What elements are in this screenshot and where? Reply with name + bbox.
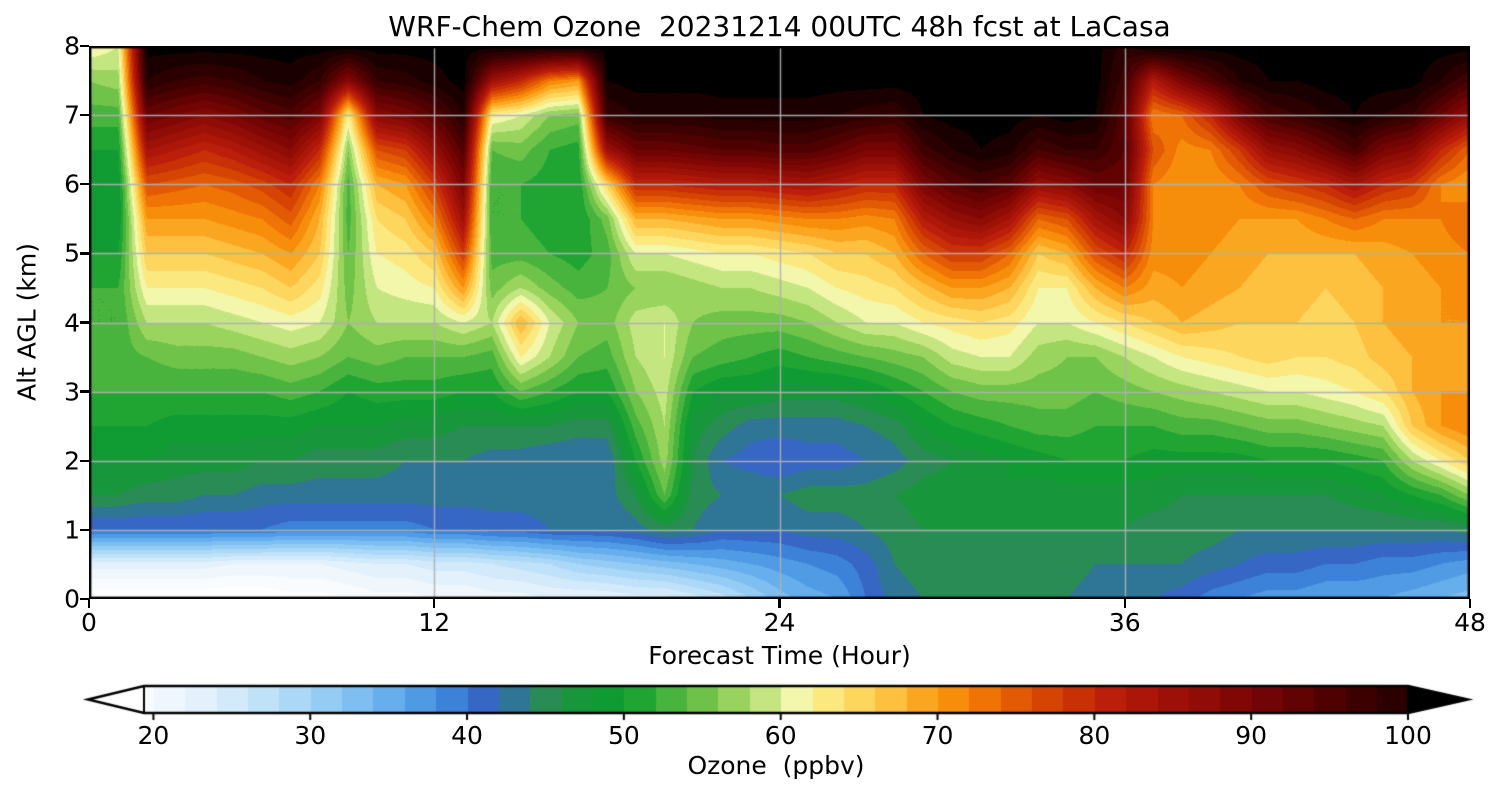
y-tick-label: 8 <box>64 31 80 61</box>
y-tick-mark <box>80 183 89 186</box>
colorbar-tick-label: 100 <box>1384 721 1432 750</box>
colorbar-tick-label: 40 <box>451 721 483 750</box>
y-tick-mark <box>80 459 89 462</box>
y-tick-label: 6 <box>64 169 80 199</box>
x-tick-label: 0 <box>81 608 97 637</box>
y-tick-label: 4 <box>64 308 80 337</box>
colorbar-canvas <box>80 680 1480 724</box>
y-tick-label: 1 <box>64 515 80 545</box>
y-tick-mark <box>80 321 89 324</box>
colorbar-tick-label: 80 <box>1078 721 1111 750</box>
x-tick-label: 48 <box>1454 608 1486 637</box>
y-tick-mark <box>80 44 89 48</box>
colorbar-tick-label: 70 <box>921 721 954 750</box>
x-tick-mark <box>433 599 436 608</box>
x-axis-label: Forecast Time (Hour) <box>648 641 911 670</box>
x-tick-mark <box>778 599 781 608</box>
y-tick-label: 2 <box>64 446 80 476</box>
y-tick-label: 0 <box>64 584 80 614</box>
y-axis-label: Alt AGL (km) <box>12 242 42 402</box>
y-tick-mark <box>80 528 89 532</box>
x-tick-label: 12 <box>418 608 451 637</box>
x-tick-label: 24 <box>763 608 796 637</box>
y-tick-mark <box>80 252 89 255</box>
chart-title: WRF-Chem Ozone 20231214 00UTC 48h fcst a… <box>388 10 1171 43</box>
contour-plot-canvas <box>89 46 1470 599</box>
colorbar-label: Ozone (ppbv) <box>687 751 865 780</box>
y-tick-mark <box>80 113 89 117</box>
x-tick-mark <box>1468 599 1472 608</box>
y-tick-label: 5 <box>64 238 80 268</box>
y-tick-mark <box>80 390 89 393</box>
colorbar-tick-label: 20 <box>137 721 170 750</box>
x-tick-mark <box>1123 599 1126 608</box>
colorbar-tick-label: 90 <box>1235 721 1268 750</box>
x-tick-label: 36 <box>1108 608 1141 637</box>
y-tick-label: 3 <box>64 377 80 407</box>
x-tick-mark <box>87 599 91 608</box>
y-tick-mark <box>80 597 89 601</box>
colorbar-tick-label: 50 <box>607 721 640 750</box>
colorbar-tick-label: 30 <box>294 721 327 750</box>
y-tick-label: 7 <box>64 100 80 130</box>
colorbar-tick-label: 60 <box>764 721 797 750</box>
